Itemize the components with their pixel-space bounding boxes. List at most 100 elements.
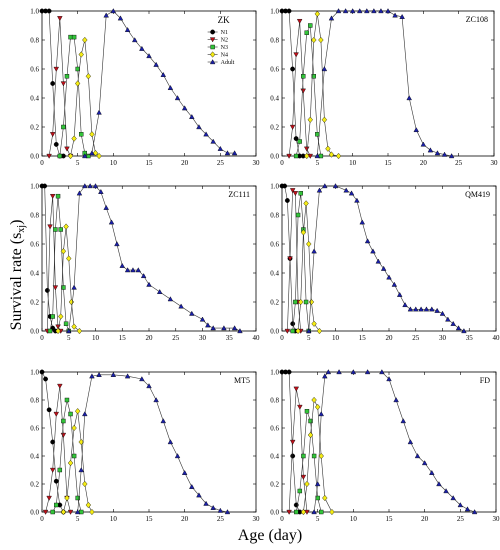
- series-adult: [311, 369, 478, 515]
- y-tick-label: 0.2: [270, 481, 279, 489]
- marker-adult-4: [342, 8, 349, 14]
- marker-n2-0: [42, 509, 49, 515]
- y-tick-label: 0.6: [270, 425, 279, 433]
- marker-n4-3: [303, 200, 309, 207]
- marker-n1-0: [39, 369, 45, 375]
- marker-adult-8: [371, 8, 377, 14]
- panel-zc108: 0 5 10 15 20 25 30 0.0 0.2 0.4 0.6 0.8 1.0 ZC108: [270, 8, 498, 168]
- marker-adult-1: [314, 481, 321, 487]
- x-tick-label: 0: [280, 334, 284, 342]
- marker-adult-7: [364, 8, 370, 14]
- series-n4: [295, 200, 323, 335]
- marker-n4-4: [82, 36, 88, 44]
- plot-frame: [281, 10, 495, 157]
- x-tick-label: 0: [40, 515, 44, 523]
- marker-n2-2: [53, 66, 60, 72]
- marker-n4-2: [300, 229, 307, 236]
- marker-adult-11: [392, 12, 398, 18]
- marker-n3-3: [55, 193, 61, 199]
- series-adult: [82, 8, 238, 159]
- marker-n1-3: [50, 81, 56, 86]
- y-tick-label: 0.8: [30, 212, 39, 220]
- marker-adult-16: [203, 500, 209, 506]
- marker-n3-3: [61, 418, 66, 424]
- marker-adult-15: [146, 281, 152, 287]
- marker-n4-7: [76, 327, 83, 335]
- marker-n2-4: [300, 88, 306, 94]
- marker-n2-3: [292, 191, 299, 197]
- marker-adult-7: [103, 204, 109, 210]
- marker-adult-5: [117, 15, 124, 21]
- marker-adult-9: [364, 238, 371, 244]
- plot-frame: [281, 371, 497, 513]
- marker-n4-3: [78, 51, 84, 58]
- y-tick-label: 1.0: [30, 369, 39, 377]
- marker-adult-13: [414, 453, 421, 459]
- marker-n3-4: [58, 227, 63, 232]
- marker-n4-7: [92, 149, 99, 157]
- marker-adult-19: [418, 306, 424, 312]
- marker-adult-19: [189, 310, 195, 316]
- marker-adult-11: [400, 418, 407, 424]
- x-tick-label: 40: [253, 334, 261, 342]
- x-tick-label: 15: [385, 159, 393, 167]
- marker-adult-9: [378, 8, 384, 14]
- marker-adult-12: [174, 453, 181, 459]
- marker-adult-8: [146, 383, 152, 389]
- series-line-n4: [303, 398, 333, 513]
- marker-n4-1: [298, 298, 304, 306]
- marker-n3-6: [71, 453, 77, 459]
- marker-n2-1: [46, 495, 52, 501]
- marker-n1-4: [53, 141, 59, 147]
- marker-n1-3: [50, 439, 56, 445]
- marker-adult-23: [221, 325, 227, 331]
- marker-n4-2: [311, 36, 317, 44]
- marker-adult-17: [407, 306, 414, 312]
- x-tick-label: 10: [332, 334, 340, 342]
- panel-label: MT5: [234, 376, 250, 385]
- x-tick-label: 0: [280, 159, 284, 167]
- marker-adult-legend: [209, 59, 216, 65]
- marker-n4-8: [96, 152, 102, 160]
- marker-n2-0: [286, 509, 292, 515]
- marker-n1-2: [286, 369, 292, 375]
- x-tick-label: 15: [146, 159, 154, 167]
- marker-adult-19: [217, 145, 224, 151]
- x-tick-label: 15: [386, 515, 394, 523]
- marker-n4-5: [68, 298, 75, 306]
- series-line-adult: [308, 185, 465, 332]
- y-tick-label: 0.8: [270, 397, 279, 405]
- marker-adult-25: [237, 328, 243, 334]
- marker-adult-7: [139, 376, 145, 382]
- marker-n3-1: [50, 314, 55, 319]
- y-tick-label: 0.4: [30, 270, 39, 278]
- marker-n2-0: [46, 153, 52, 159]
- marker-adult-15: [396, 291, 403, 297]
- x-tick-label: 30: [493, 515, 500, 523]
- y-tick-label: 1.0: [270, 183, 279, 191]
- marker-n4-4: [66, 255, 72, 262]
- series-n4: [304, 10, 342, 160]
- marker-n3-5: [68, 411, 73, 417]
- series-n3: [290, 191, 311, 334]
- marker-n1-2: [46, 8, 52, 14]
- marker-adult-7: [354, 197, 360, 203]
- marker-n4-7: [328, 151, 335, 158]
- marker-adult-19: [457, 502, 464, 508]
- series-n1: [39, 183, 58, 334]
- y-tick-label: 0.4: [270, 270, 279, 278]
- marker-adult-19: [224, 509, 231, 515]
- y-tick-label: 0.4: [30, 95, 39, 103]
- marker-adult-4: [332, 183, 339, 189]
- marker-n3-5: [303, 299, 309, 305]
- x-tick-label: 10: [110, 515, 118, 523]
- marker-n4-6: [322, 494, 328, 502]
- marker-n4-5: [85, 73, 92, 80]
- x-tick-label: 20: [421, 515, 429, 523]
- x-tick-label: 25: [217, 159, 225, 167]
- x-tick-label: 0: [40, 334, 44, 342]
- x-tick-label: 25: [455, 159, 463, 167]
- x-tick-label: 5: [316, 515, 320, 523]
- marker-n1-1: [282, 183, 288, 189]
